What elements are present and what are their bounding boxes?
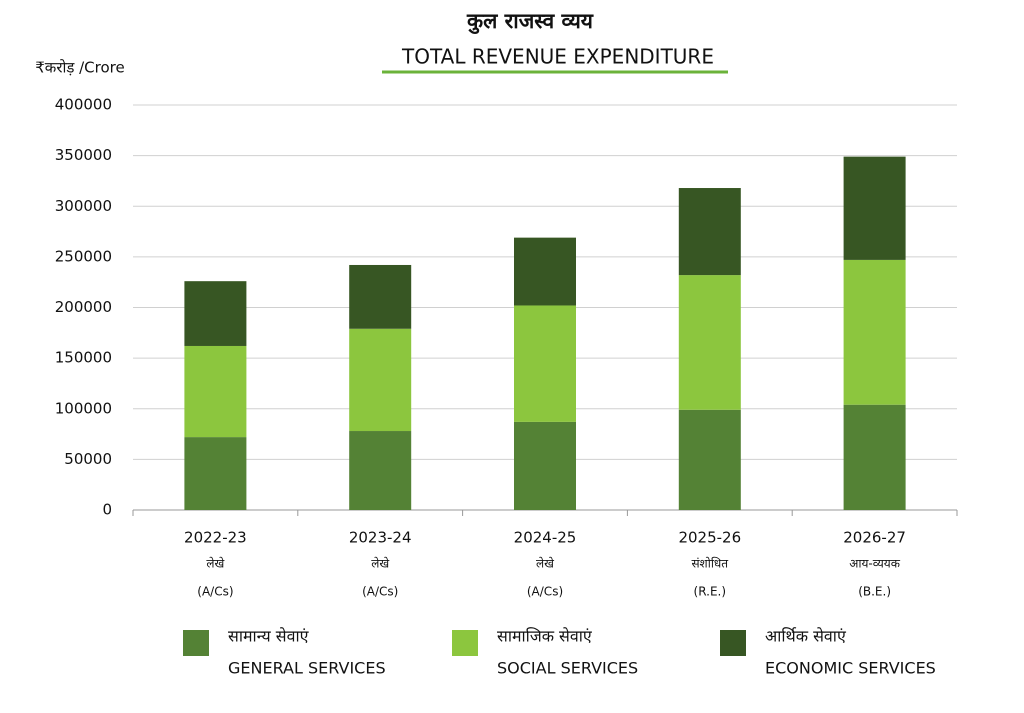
legend-label-en: SOCIAL SERVICES — [497, 659, 638, 678]
bar-segment — [514, 237, 576, 306]
x-tick-sublabel: (A/Cs) — [527, 585, 563, 599]
bar-segment — [843, 404, 906, 510]
x-tick-label: 2025-26 — [678, 529, 741, 547]
y-tick-label: 350000 — [55, 146, 112, 164]
y-tick-label: 50000 — [64, 450, 112, 468]
bar-segment — [349, 328, 412, 432]
legend-swatch — [720, 630, 746, 656]
bar-segment — [514, 421, 576, 510]
bar-segment — [514, 305, 576, 422]
bar-segment — [184, 437, 247, 510]
legend-label: सामान्य सेवाएं — [228, 627, 310, 646]
bar-segment — [184, 345, 247, 438]
x-tick-sublabel: (R.E.) — [694, 585, 726, 599]
y-tick-label: 200000 — [55, 298, 112, 316]
legend-swatch — [183, 630, 209, 656]
y-axis-label: ₹करोड़ /Crore — [35, 59, 125, 77]
y-tick-label: 250000 — [55, 247, 112, 265]
legend-label-en: ECONOMIC SERVICES — [765, 659, 936, 678]
x-tick-sublabel: लेखे — [536, 557, 554, 571]
x-tick-label: 2022-23 — [184, 529, 247, 547]
x-tick-sublabel: संशोधित — [691, 557, 729, 571]
x-tick-sublabel: (A/Cs) — [362, 585, 398, 599]
x-tick-sublabel: (A/Cs) — [197, 585, 233, 599]
y-tick-label: 100000 — [55, 399, 112, 417]
legend-swatch — [452, 630, 478, 656]
chart-title: कुल राजस्व व्यय — [466, 9, 594, 35]
y-tick-label: 0 — [102, 501, 112, 519]
bar-segment — [678, 409, 741, 510]
x-tick-sublabel: (B.E.) — [858, 585, 891, 599]
x-tick-sublabel: लेखे — [206, 557, 224, 571]
bar-segment — [843, 259, 906, 405]
y-tick-label: 400000 — [55, 96, 112, 114]
y-tick-label: 150000 — [55, 349, 112, 367]
bar-segment — [184, 281, 247, 346]
legend-label: आर्थिक सेवाएं — [765, 627, 847, 646]
x-tick-sublabel: आय-व्ययक — [849, 557, 901, 571]
legend-label-en: GENERAL SERVICES — [228, 659, 386, 678]
legend-label: सामाजिक सेवाएं — [497, 627, 593, 646]
bar-segment — [349, 264, 412, 329]
bar-segment — [678, 188, 741, 276]
chart-subtitle: TOTAL REVENUE EXPENDITURE — [401, 45, 714, 69]
x-tick-label: 2024-25 — [514, 529, 577, 547]
bar-segment — [349, 431, 412, 510]
y-tick-label: 300000 — [55, 197, 112, 215]
x-tick-sublabel: लेखे — [371, 557, 389, 571]
x-tick-label: 2023-24 — [349, 529, 412, 547]
bar-segment — [678, 275, 741, 410]
bar-segment — [843, 156, 906, 260]
x-tick-label: 2026-27 — [843, 529, 906, 547]
